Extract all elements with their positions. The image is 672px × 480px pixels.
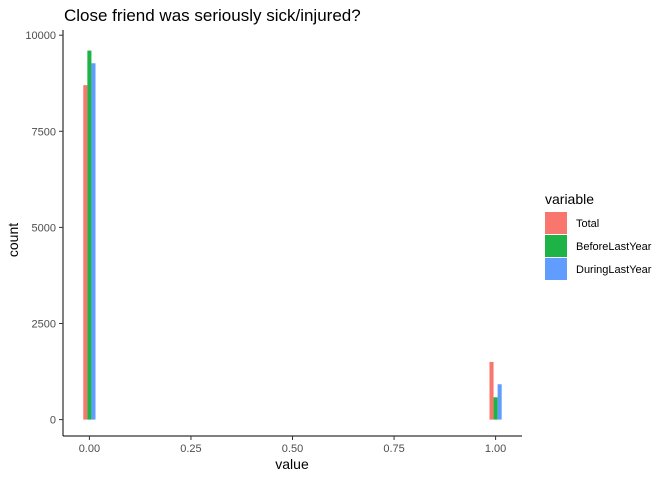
- x-ticks: 0.00 0.25 0.50 0.75 1.00: [79, 436, 506, 455]
- y-tick-label: 7500: [32, 126, 56, 138]
- y-tick-label: 0: [50, 415, 56, 427]
- y-tick-label: 2500: [32, 319, 56, 331]
- y-axis-title: count: [5, 223, 21, 257]
- legend-label-DuringLastYear: DuringLastYear: [576, 264, 652, 276]
- bars-layer: [83, 50, 502, 420]
- y-tick-label: 5000: [32, 222, 56, 234]
- legend-key-BeforeLastYear: [545, 235, 567, 257]
- legend-key-Total: [545, 212, 567, 234]
- y-ticks: 0 2500 5000 7500 10000: [25, 30, 63, 427]
- legend-key-DuringLastYear: [545, 258, 567, 280]
- x-tick-label: 0.00: [79, 443, 100, 455]
- bar-DuringLastYear-1: [497, 384, 502, 420]
- legend: variable Total BeforeLastYear DuringLastYe…: [545, 191, 652, 280]
- x-tick-label: 0.75: [383, 443, 404, 455]
- bar-Total-0: [83, 85, 88, 420]
- bar-DuringLastYear-0: [91, 63, 96, 420]
- legend-label-BeforeLastYear: BeforeLastYear: [576, 241, 652, 253]
- bar-BeforeLastYear-0: [87, 50, 92, 420]
- x-tick-label: 0.25: [180, 443, 201, 455]
- bar-Total-1: [489, 361, 494, 420]
- x-tick-label: 0.50: [282, 443, 303, 455]
- legend-title: variable: [545, 191, 594, 207]
- bar-BeforeLastYear-1: [493, 397, 498, 420]
- chart-title: Close friend was seriously sick/injured?: [64, 6, 361, 25]
- x-tick-label: 1.00: [485, 443, 506, 455]
- y-tick-label: 10000: [25, 30, 56, 42]
- legend-label-Total: Total: [576, 218, 599, 230]
- x-axis-title: value: [275, 456, 309, 472]
